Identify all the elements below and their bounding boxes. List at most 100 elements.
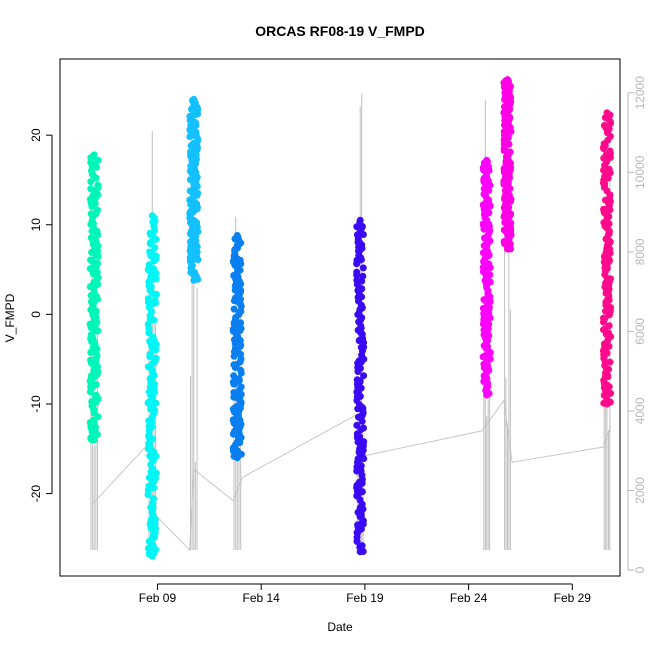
data-point — [236, 297, 244, 305]
data-point — [485, 303, 493, 311]
data-point — [146, 350, 154, 358]
data-point — [485, 260, 493, 268]
data-point — [600, 349, 608, 357]
y2-tick-label: 6000 — [633, 318, 647, 345]
data-point — [503, 194, 511, 202]
data-point — [484, 330, 492, 338]
data-point — [606, 275, 614, 283]
data-point — [232, 440, 240, 448]
data-point — [606, 308, 614, 316]
data-point — [93, 370, 101, 378]
series-rf15 — [599, 109, 615, 408]
data-point — [356, 548, 364, 556]
data-point — [88, 257, 96, 265]
data-point — [484, 176, 492, 184]
data-point — [150, 484, 158, 492]
y2-tick-label: 2000 — [633, 477, 647, 504]
data-point — [354, 383, 362, 391]
data-point — [237, 383, 245, 391]
data-point — [151, 357, 159, 365]
data-point — [152, 235, 160, 243]
data-point — [354, 247, 362, 255]
data-point — [149, 344, 157, 352]
data-point — [94, 156, 102, 164]
data-point — [191, 251, 199, 259]
data-point — [359, 264, 367, 272]
data-point — [482, 344, 490, 352]
data-point — [502, 158, 510, 166]
data-point — [94, 206, 102, 214]
data-point — [485, 352, 493, 360]
data-point — [148, 212, 156, 220]
data-point — [482, 241, 490, 249]
x-axis-label: Date — [327, 620, 353, 634]
data-point — [500, 131, 508, 139]
data-point — [88, 398, 96, 406]
data-point — [503, 76, 511, 84]
data-point — [94, 242, 102, 250]
data-point — [354, 455, 362, 463]
data-point — [605, 322, 613, 330]
data-point — [150, 452, 158, 460]
plot-frame — [59, 58, 621, 577]
data-point — [354, 491, 362, 499]
data-point — [236, 342, 244, 350]
data-point — [232, 422, 240, 430]
data-point — [506, 126, 514, 134]
data-point — [237, 350, 245, 358]
data-point — [356, 286, 364, 294]
data-point — [94, 327, 102, 335]
data-point — [147, 420, 155, 428]
data-point — [485, 295, 493, 303]
data-point — [89, 427, 97, 435]
data-point — [353, 528, 361, 536]
data-point — [190, 202, 198, 210]
data-point — [90, 278, 98, 286]
data-point — [150, 316, 158, 324]
data-point — [146, 248, 154, 256]
data-point — [229, 378, 237, 386]
data-point — [230, 393, 238, 401]
data-point — [186, 116, 194, 124]
data-point — [501, 89, 509, 97]
data-point — [485, 310, 493, 318]
data-point — [360, 372, 368, 380]
series-rf10 — [186, 95, 202, 284]
data-point — [507, 219, 515, 227]
data-point — [144, 445, 152, 453]
data-point — [357, 467, 365, 475]
data-point — [356, 328, 364, 336]
data-point — [86, 418, 94, 426]
data-point — [503, 245, 511, 253]
data-point — [479, 320, 487, 328]
data-point — [92, 357, 100, 365]
data-point — [88, 227, 96, 235]
data-point — [480, 360, 488, 368]
data-point — [151, 520, 159, 528]
x-tick-label: Feb 24 — [450, 591, 488, 605]
data-point — [503, 168, 511, 176]
data-point — [88, 248, 96, 256]
y-tick-label: -20 — [29, 485, 43, 503]
data-point — [188, 268, 196, 276]
altitude-layer — [91, 399, 612, 552]
data-point — [94, 259, 102, 267]
data-point — [230, 372, 238, 380]
data-point — [90, 436, 98, 444]
data-point — [353, 421, 361, 429]
data-point — [602, 329, 610, 337]
data-point — [91, 341, 99, 349]
data-point — [605, 342, 613, 350]
data-point — [501, 200, 509, 208]
data-point — [503, 109, 511, 117]
y-tick-label: 0 — [29, 311, 43, 318]
y-tick-label: 10 — [29, 218, 43, 232]
data-point — [147, 380, 155, 388]
data-point — [237, 390, 245, 398]
data-point — [606, 249, 614, 257]
data-point — [90, 151, 98, 159]
data-point — [192, 227, 200, 235]
data-point — [149, 531, 157, 539]
